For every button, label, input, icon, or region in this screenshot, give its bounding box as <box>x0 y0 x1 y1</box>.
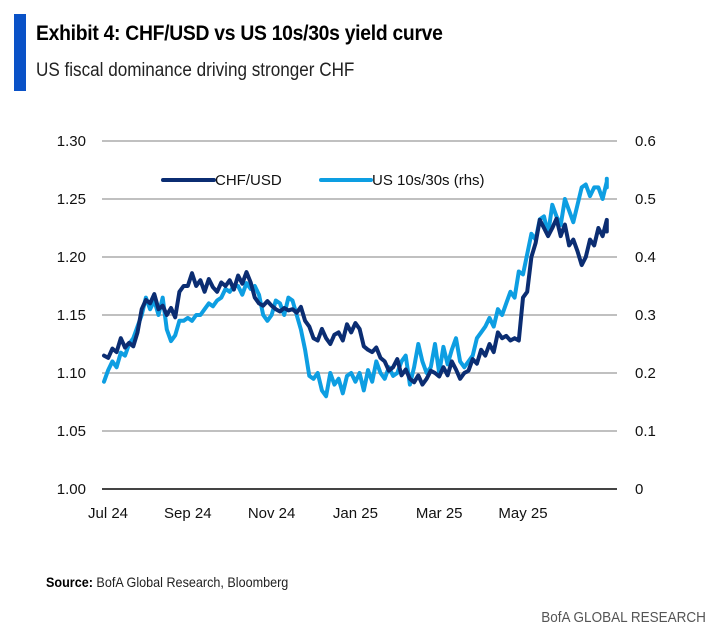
series-line-us-10s30s <box>102 176 609 399</box>
y-tick-label-left: 1.00 <box>57 481 86 498</box>
legend: CHF/USD US 10s/30s (rhs) <box>161 172 485 189</box>
y-axis-left: 1.00 1.05 1.10 1.15 1.20 1.25 1.30 <box>57 133 86 498</box>
brand-label: BofA GLOBAL RESEARCH <box>541 609 706 626</box>
title-accent-bar <box>14 14 26 91</box>
source-label: Source: <box>46 574 93 590</box>
x-tick-label: Nov 24 <box>248 505 296 522</box>
chart-subtitle: US fiscal dominance driving stronger CHF <box>36 60 355 81</box>
y-tick-label-left: 1.10 <box>57 365 86 382</box>
chart-title: Exhibit 4: CHF/USD vs US 10s/30s yield c… <box>36 22 443 45</box>
y-tick-label-left: 1.05 <box>57 423 86 440</box>
source-note: Source: BofA Global Research, Bloomberg <box>46 574 288 590</box>
x-axis: Jul 24 Sep 24 Nov 24 Jan 25 Mar 25 May 25 <box>88 505 548 522</box>
gridlines <box>102 140 617 490</box>
y-tick-label-right: 0 <box>635 481 643 498</box>
legend-label-us-10s30s: US 10s/30s (rhs) <box>372 172 485 189</box>
series-line-chf-usd <box>102 216 609 387</box>
x-tick-label: Jul 24 <box>88 505 128 522</box>
y-tick-label-left: 1.20 <box>57 249 86 266</box>
y-tick-label-left: 1.30 <box>57 133 86 150</box>
y-tick-label-right: 0.5 <box>635 191 656 208</box>
series-lines <box>102 176 609 399</box>
x-tick-label: Jan 25 <box>333 505 378 522</box>
legend-label-chf-usd: CHF/USD <box>215 172 282 189</box>
y-tick-label-left: 1.25 <box>57 191 86 208</box>
y-tick-label-right: 0.3 <box>635 307 656 324</box>
y-tick-label-right: 0.1 <box>635 423 656 440</box>
y-tick-label-left: 1.15 <box>57 307 86 324</box>
x-tick-label: Sep 24 <box>164 505 212 522</box>
y-tick-label-right: 0.2 <box>635 365 656 382</box>
line-chart: 1.001.051.101.151.201.251.30 00.10.20.30… <box>57 133 656 522</box>
y-tick-label-right: 0.6 <box>635 133 656 150</box>
x-tick-label: Mar 25 <box>416 505 463 522</box>
y-tick-label-right: 0.4 <box>635 249 656 266</box>
source-text: BofA Global Research, Bloomberg <box>92 574 289 590</box>
y-axis-right: 0 0.1 0.2 0.3 0.4 0.5 0.6 <box>635 133 656 498</box>
x-tick-label: May 25 <box>498 505 547 522</box>
